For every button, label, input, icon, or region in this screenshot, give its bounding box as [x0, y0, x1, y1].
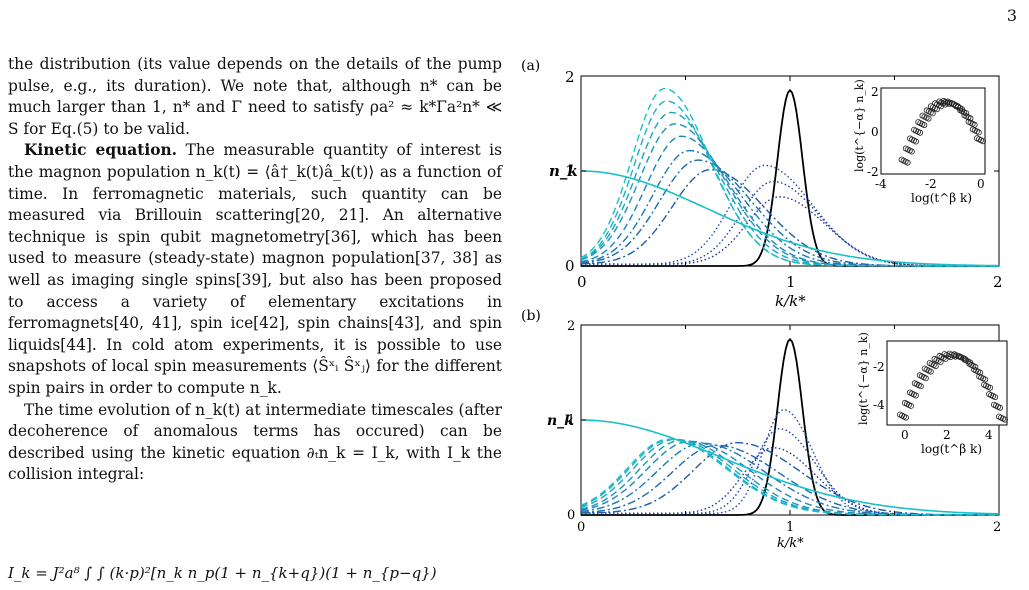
panel-a-xlabel: k/k*: [775, 292, 806, 310]
inset-marker: [929, 110, 936, 117]
inset-marker: [982, 376, 989, 383]
paragraph-3: The time evolution of n_k(t) at intermed…: [8, 400, 502, 484]
panel-a-inset-xtick-2: 0: [977, 177, 985, 191]
evolution-curve-2: [581, 427, 999, 516]
inset-marker: [971, 121, 978, 128]
inset-marker: [912, 392, 919, 399]
inset-marker: [902, 414, 909, 421]
panel-a-ytick-2: 2: [565, 68, 575, 86]
inset-marker: [962, 356, 969, 363]
inset-marker: [997, 404, 1004, 411]
inset-marker: [987, 384, 994, 391]
inset-marker: [921, 122, 928, 129]
inset-marker: [967, 359, 974, 366]
panel-b-xlabel: k/k*: [777, 536, 804, 551]
panel-b-label: (b): [521, 308, 541, 324]
panel-b-inset-xtick-2: 4: [985, 428, 993, 442]
paragraph-2-body: The measurable quantity of interest is t…: [8, 141, 502, 397]
inset-marker: [975, 129, 982, 136]
inset-marker: [954, 103, 961, 110]
inset-marker: [925, 115, 932, 122]
inset-marker: [908, 148, 915, 155]
paragraph-2: Kinetic equation. The measurable quantit…: [8, 140, 502, 399]
thermal-distribution: [581, 170, 999, 267]
panel-a-xtick-0: 0: [577, 273, 587, 291]
page-number: 3: [1006, 6, 1017, 25]
panel-a-ylabel: n_k: [549, 162, 578, 180]
panel-b-inset: 0 2 4 -2 -4 log(t^β k) log(t^{−α} n_k): [857, 332, 1009, 456]
inset-marker: [932, 363, 939, 370]
inset-marker: [992, 394, 999, 401]
collision-integral-equation: I_k = J²a⁸ ∫ ∫ (k·p)²[n_k n_p(1 + n_{k+q…: [8, 564, 437, 582]
panel-a-inset-xtick-1: -2: [925, 177, 937, 191]
panel-a-inset-ylabel: log(t^{−α} n_k): [853, 79, 866, 172]
inset-marker: [917, 383, 924, 390]
evolution-curve-9: [580, 438, 999, 516]
inset-marker: [967, 115, 974, 122]
panel-a-inset-ytick-1: 0: [871, 125, 879, 139]
panel-a-label: (a): [521, 58, 540, 74]
panel-a-inset-xtick-0: -4: [875, 177, 887, 191]
evolution-curve-11: [580, 438, 999, 516]
evolution-curve-11: [580, 87, 999, 267]
panel-b-inset-xlabel: log(t^β k): [921, 442, 982, 456]
evolution-curve-7: [580, 135, 999, 267]
panel-b-ylabel: n_k: [547, 413, 574, 429]
evolution-curve-3: [581, 409, 999, 516]
inset-marker: [963, 110, 970, 117]
panel-b-inset-ytick-1: -4: [873, 398, 885, 412]
inset-marker: [933, 106, 940, 113]
paragraph-1: the distribution (its value depends on t…: [8, 55, 502, 138]
panel-b-ytick-0: 0: [567, 508, 575, 523]
panel-a-inset: -4 -2 0 -2 0 2 log(t^β k) log(t^{−α} n_k…: [853, 79, 987, 205]
panel-b-xtick-0: 0: [577, 520, 585, 535]
inset-marker: [959, 106, 966, 113]
panel-a-inset-ytick-2: 2: [871, 85, 879, 99]
inset-marker: [980, 138, 987, 145]
inset-marker: [917, 129, 924, 136]
inset-marker: [922, 375, 929, 382]
evolution-curve-10: [580, 438, 999, 516]
panel-b-inset-ylabel: log(t^{−α} n_k): [857, 332, 870, 425]
inset-marker: [1002, 416, 1009, 423]
inset-marker: [913, 138, 920, 145]
panel-b: 0 1 2 0 1 2 k/k* n_k 0 2 4 -2 -4 log(t^β…: [547, 319, 1009, 551]
panel-a-inset-xlabel: log(t^β k): [911, 191, 972, 205]
panel-a-xtick-1: 1: [786, 273, 796, 291]
evolution-curve-1: [581, 196, 999, 267]
inset-marker: [904, 159, 911, 166]
panel-b-ytick-2: 2: [567, 319, 575, 334]
inset-marker: [907, 402, 914, 409]
panel-b-xtick-1: 1: [786, 520, 794, 535]
inset-marker: [942, 101, 949, 108]
body-text: the distribution (its value depends on t…: [8, 54, 502, 486]
panel-a: 0 1 2 0 1 2 k/k* n_k -4 -2 0 -2 0 2 log(…: [549, 68, 1003, 310]
inset-marker: [946, 100, 953, 107]
figure: (a) 0 1 2 0 1 2 k/k* n_k -4 -2 0 -2 0 2 …: [521, 58, 1009, 551]
panel-b-inset-xtick-0: 0: [901, 428, 909, 442]
panel-b-inset-xtick-1: 2: [943, 428, 951, 442]
panel-a-inset-ytick-0: -2: [867, 165, 879, 179]
panel-a-xtick-2: 2: [993, 273, 1003, 291]
panel-a-ytick-0: 0: [565, 257, 575, 275]
evolution-curve-1: [581, 446, 999, 516]
panel-b-inset-ytick-0: -2: [873, 360, 885, 374]
inset-marker: [957, 354, 964, 361]
panel-b-ytick-1: 1: [567, 413, 575, 428]
section-heading: Kinetic equation.: [24, 141, 178, 160]
panel-b-xtick-2: 2: [993, 520, 1001, 535]
inset-marker: [972, 363, 979, 370]
inset-marker: [977, 369, 984, 376]
panel-a-ytick-1: 1: [565, 162, 575, 180]
inset-marker: [937, 358, 944, 365]
inset-marker: [927, 368, 934, 375]
thermal-distribution: [581, 419, 1000, 515]
